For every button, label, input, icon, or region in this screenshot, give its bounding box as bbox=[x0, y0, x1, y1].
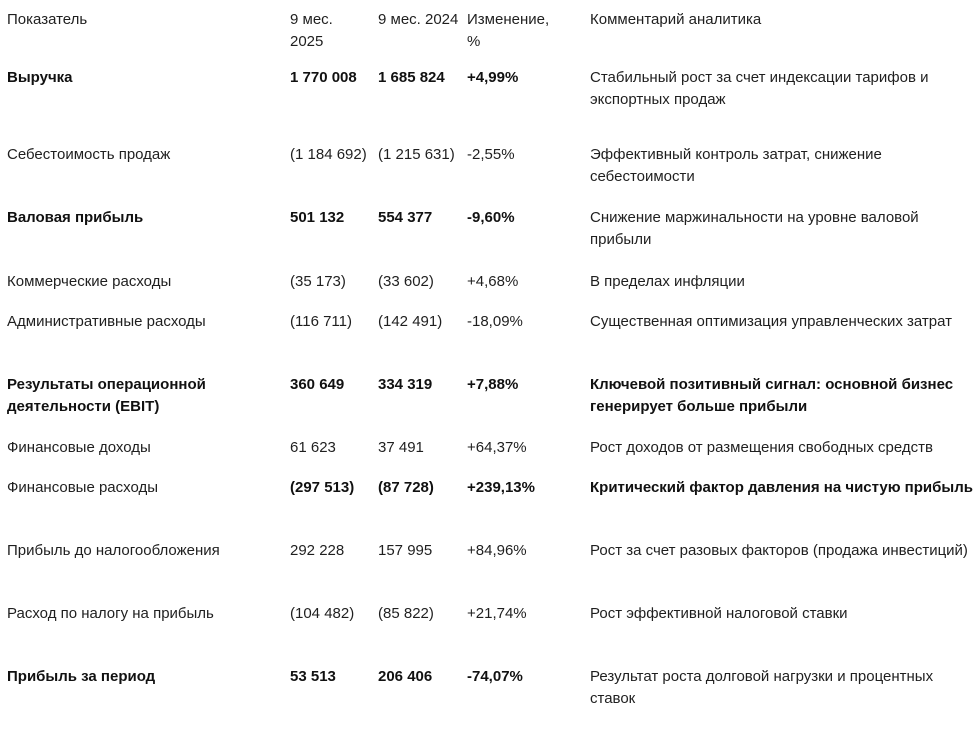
row-comment: В пределах инфляции bbox=[590, 273, 745, 290]
row-value-2025: 53 513 bbox=[290, 668, 336, 685]
row-value-2024: 37 491 bbox=[378, 439, 424, 456]
row-change: -9,60% bbox=[467, 209, 515, 226]
row-indicator: Выручка bbox=[7, 69, 73, 86]
row-value-2024: (1 215 631) bbox=[378, 146, 455, 163]
table-row-financial-income: Финансовые доходы 61 623 37 491 +64,37% … bbox=[0, 437, 974, 477]
row-indicator: Финансовые доходы bbox=[7, 439, 151, 456]
row-indicator: Коммерческие расходы bbox=[7, 273, 172, 290]
row-value-2024: 1 685 824 bbox=[378, 69, 445, 86]
row-indicator: Себестоимость продаж bbox=[7, 146, 171, 163]
row-value-2025: (104 482) bbox=[290, 605, 355, 622]
row-comment: Существенная оптимизация управленческих … bbox=[590, 313, 953, 330]
header-9m-2025: 9 мес. 2025 bbox=[290, 11, 333, 50]
row-comment: Ключевой позитивный сигнал: основной биз… bbox=[590, 376, 954, 415]
row-comment: Результат роста долговой нагрузки и проц… bbox=[590, 668, 934, 707]
row-change: +64,37% bbox=[467, 439, 527, 456]
row-indicator: Расход по налогу на прибыль bbox=[7, 605, 214, 622]
table-row-net-profit: Прибыль за период 53 513 206 406 -74,07%… bbox=[0, 666, 974, 716]
row-value-2025: (116 711) bbox=[290, 313, 352, 330]
row-change: -2,55% bbox=[467, 146, 515, 163]
row-value-2024: (85 822) bbox=[378, 605, 434, 622]
row-value-2025: (297 513) bbox=[290, 479, 355, 496]
row-indicator: Прибыль за период bbox=[7, 668, 156, 685]
row-value-2025: 292 228 bbox=[290, 542, 345, 559]
table-row-profit-before-tax: Прибыль до налогообложения 292 228 157 9… bbox=[0, 540, 974, 603]
row-value-2025: (35 173) bbox=[290, 273, 346, 290]
header-indicator: Показатель bbox=[7, 11, 88, 28]
table-row-ebit: Результаты операционной деятельности (EB… bbox=[0, 374, 974, 437]
header-change: Изменение, % bbox=[467, 11, 550, 50]
row-change: +4,68% bbox=[467, 273, 519, 290]
row-value-2025: 61 623 bbox=[290, 439, 336, 456]
row-change: +239,13% bbox=[467, 479, 535, 496]
row-change: +84,96% bbox=[467, 542, 527, 559]
row-value-2024: (33 602) bbox=[378, 273, 434, 290]
row-value-2024: 334 319 bbox=[378, 376, 433, 393]
row-comment: Стабильный рост за счет индексации тариф… bbox=[590, 69, 929, 108]
row-comment: Эффективный контроль затрат, снижение се… bbox=[590, 146, 882, 185]
row-change: -18,09% bbox=[467, 313, 523, 330]
row-value-2025: 1 770 008 bbox=[290, 69, 357, 86]
row-value-2025: 501 132 bbox=[290, 209, 345, 226]
row-value-2024: 554 377 bbox=[378, 209, 433, 226]
row-value-2024: 206 406 bbox=[378, 668, 433, 685]
table-row-commercial-expenses: Коммерческие расходы (35 173) (33 602) +… bbox=[0, 271, 974, 311]
row-indicator: Административные расходы bbox=[7, 313, 206, 330]
table-row-income-tax: Расход по налогу на прибыль (104 482) (8… bbox=[0, 603, 974, 666]
row-value-2025: (1 184 692) bbox=[290, 146, 367, 163]
table-row-gross-profit: Валовая прибыль 501 132 554 377 -9,60% С… bbox=[0, 207, 974, 271]
row-comment: Рост эффективной налоговой ставки bbox=[590, 605, 848, 622]
row-comment: Снижение маржинальности на уровне валово… bbox=[590, 209, 919, 248]
row-comment: Рост доходов от размещения свободных сре… bbox=[590, 439, 933, 456]
row-value-2024: (87 728) bbox=[378, 479, 434, 496]
table-row-financial-expenses: Финансовые расходы (297 513) (87 728) +2… bbox=[0, 477, 974, 540]
row-indicator: Валовая прибыль bbox=[7, 209, 144, 226]
header-9m-2024: 9 мес. 2024 bbox=[378, 11, 459, 28]
row-indicator: Финансовые расходы bbox=[7, 479, 159, 496]
row-change: +21,74% bbox=[467, 605, 527, 622]
row-value-2024: (142 491) bbox=[378, 313, 443, 330]
row-value-2024: 157 995 bbox=[378, 542, 433, 559]
table-row-administrative-expenses: Административные расходы (116 711) (142 … bbox=[0, 311, 974, 374]
row-change: +4,99% bbox=[467, 69, 519, 86]
row-indicator: Прибыль до налогообложения bbox=[7, 542, 220, 559]
table-row-cost-of-sales: Себестоимость продаж (1 184 692) (1 215 … bbox=[0, 144, 974, 207]
financial-results-table: Показатель 9 мес. 2025 9 мес. 2024 Измен… bbox=[0, 0, 974, 716]
row-change: -74,07% bbox=[467, 668, 523, 685]
table-header-row: Показатель 9 мес. 2025 9 мес. 2024 Измен… bbox=[0, 0, 974, 63]
header-comment: Комментарий аналитика bbox=[590, 11, 762, 28]
row-comment: Критический фактор давления на чистую пр… bbox=[590, 479, 973, 496]
row-value-2025: 360 649 bbox=[290, 376, 345, 393]
row-indicator: Результаты операционной деятельности (EB… bbox=[7, 376, 206, 415]
row-change: +7,88% bbox=[467, 376, 519, 393]
table-row-revenue: Выручка 1 770 008 1 685 824 +4,99% Стаби… bbox=[0, 63, 974, 144]
row-comment: Рост за счет разовых факторов (продажа и… bbox=[590, 542, 968, 559]
